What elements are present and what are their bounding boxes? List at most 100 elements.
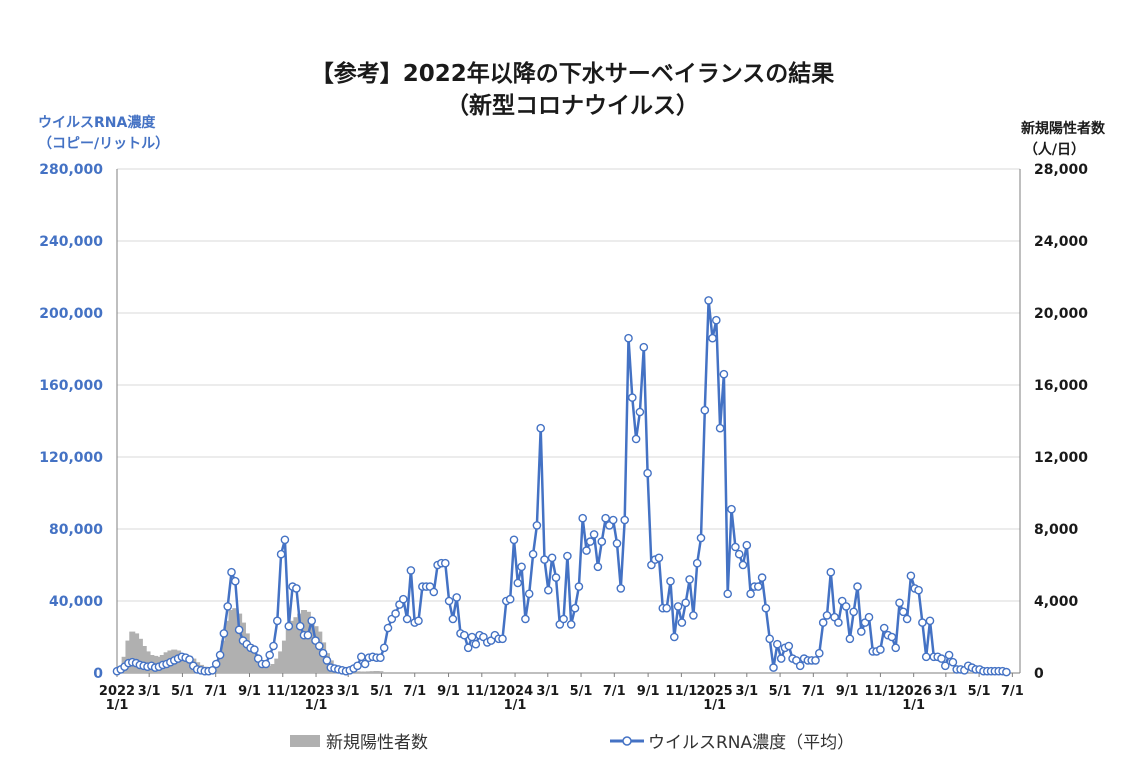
right-tick-label: 20,000 bbox=[1034, 306, 1088, 322]
legend-item-line: ウイルスRNA濃度（平均） bbox=[610, 728, 854, 753]
x-tick-label: 1/1 bbox=[305, 698, 328, 713]
rna-point bbox=[1002, 667, 1011, 677]
rna-point bbox=[822, 611, 832, 620]
rna-point bbox=[891, 643, 901, 653]
rna-point bbox=[727, 504, 736, 514]
rna-point bbox=[811, 656, 820, 665]
legend-line-label: ウイルスRNA濃度（平均） bbox=[648, 733, 855, 753]
right-tick-label: 16,000 bbox=[1034, 378, 1088, 394]
rna-point bbox=[857, 627, 866, 636]
bar bbox=[247, 644, 254, 673]
bar bbox=[140, 646, 147, 673]
rna-point bbox=[211, 659, 221, 669]
rna-point bbox=[563, 551, 572, 561]
rna-point bbox=[318, 648, 328, 658]
x-tick-label: 1/1 bbox=[902, 698, 925, 713]
rna-point bbox=[544, 585, 553, 595]
rna-point bbox=[356, 652, 366, 662]
bar bbox=[308, 619, 315, 673]
bar bbox=[354, 671, 361, 673]
rna-point bbox=[521, 614, 530, 624]
rna-point bbox=[509, 535, 519, 545]
rna-point bbox=[463, 643, 473, 653]
rna-point bbox=[398, 594, 408, 604]
bar bbox=[228, 610, 235, 673]
x-tick-label: 3/1 bbox=[934, 684, 957, 699]
rna-point bbox=[853, 582, 862, 591]
bar bbox=[281, 640, 288, 673]
bar bbox=[285, 629, 292, 673]
bar bbox=[312, 626, 319, 673]
rna-point bbox=[628, 393, 637, 402]
x-tick-label: 1/1 bbox=[504, 698, 527, 713]
x-tick-label: 3/1 bbox=[536, 684, 559, 699]
x-tick-label: 3/1 bbox=[138, 684, 161, 699]
rna-point bbox=[662, 603, 672, 613]
rna-point bbox=[322, 656, 332, 665]
rna-point bbox=[559, 614, 568, 624]
rna-point bbox=[914, 585, 923, 595]
rna-point bbox=[570, 603, 580, 613]
rna-point bbox=[265, 650, 275, 660]
bar bbox=[377, 671, 384, 673]
rna-point bbox=[864, 612, 874, 622]
rna-point bbox=[826, 567, 836, 577]
rna-point bbox=[784, 641, 794, 651]
rna-point bbox=[406, 566, 416, 575]
bar bbox=[304, 611, 311, 673]
rna-point bbox=[635, 407, 645, 417]
rna-point bbox=[746, 589, 755, 599]
rna-point bbox=[223, 602, 232, 611]
rna-point bbox=[353, 661, 362, 671]
bar bbox=[125, 640, 132, 673]
rna-point bbox=[944, 650, 954, 660]
x-tick-label: 11/1 bbox=[864, 684, 896, 699]
bar bbox=[297, 613, 304, 673]
left-tick-label: 80,000 bbox=[49, 522, 103, 538]
rna-point bbox=[219, 629, 229, 638]
rna-point bbox=[631, 434, 641, 444]
rna-point bbox=[948, 657, 958, 667]
bar bbox=[289, 620, 296, 673]
x-tick-label: 2023 bbox=[298, 684, 334, 699]
rna-point bbox=[834, 618, 843, 627]
rna-point bbox=[666, 576, 675, 586]
x-tick-label: 11/1 bbox=[267, 684, 299, 699]
right-axis-title-line-2: （人/日） bbox=[1023, 142, 1085, 158]
bar bbox=[259, 664, 266, 673]
x-tick-label: 7/1 bbox=[204, 684, 227, 699]
rna-point bbox=[589, 530, 599, 539]
rna-point bbox=[547, 553, 557, 563]
rna-point bbox=[841, 602, 851, 611]
rna-point bbox=[612, 539, 622, 548]
bar bbox=[365, 671, 372, 673]
left-tick-label: 0 bbox=[93, 666, 103, 682]
x-tick-label: 1/1 bbox=[703, 698, 726, 713]
rna-point bbox=[700, 405, 710, 415]
rna-point bbox=[715, 423, 725, 433]
rna-point bbox=[284, 621, 294, 631]
rna-point bbox=[292, 584, 301, 593]
rna-point bbox=[227, 567, 236, 577]
rna-point bbox=[742, 540, 752, 550]
rna-point bbox=[448, 614, 458, 624]
left-tick-label: 280,000 bbox=[39, 162, 103, 178]
legend-line-swatch bbox=[610, 735, 644, 746]
x-tick-label: 11/1 bbox=[665, 684, 697, 699]
rna-point bbox=[551, 573, 561, 582]
rna-point bbox=[505, 594, 515, 604]
rna-point bbox=[234, 625, 244, 635]
x-tick-label: 5/1 bbox=[968, 684, 991, 699]
rna-point bbox=[692, 558, 702, 568]
x-tick-label: 9/1 bbox=[836, 684, 859, 699]
rna-point bbox=[261, 659, 271, 669]
rna-point bbox=[597, 537, 607, 546]
bar bbox=[224, 620, 231, 673]
left-tick-label: 120,000 bbox=[39, 450, 103, 466]
rna-point bbox=[586, 537, 595, 546]
rna-point bbox=[391, 609, 400, 618]
rna-point bbox=[818, 618, 828, 627]
rna-point bbox=[532, 521, 542, 530]
rna-point bbox=[708, 333, 717, 343]
right-tick-label: 0 bbox=[1034, 666, 1044, 682]
